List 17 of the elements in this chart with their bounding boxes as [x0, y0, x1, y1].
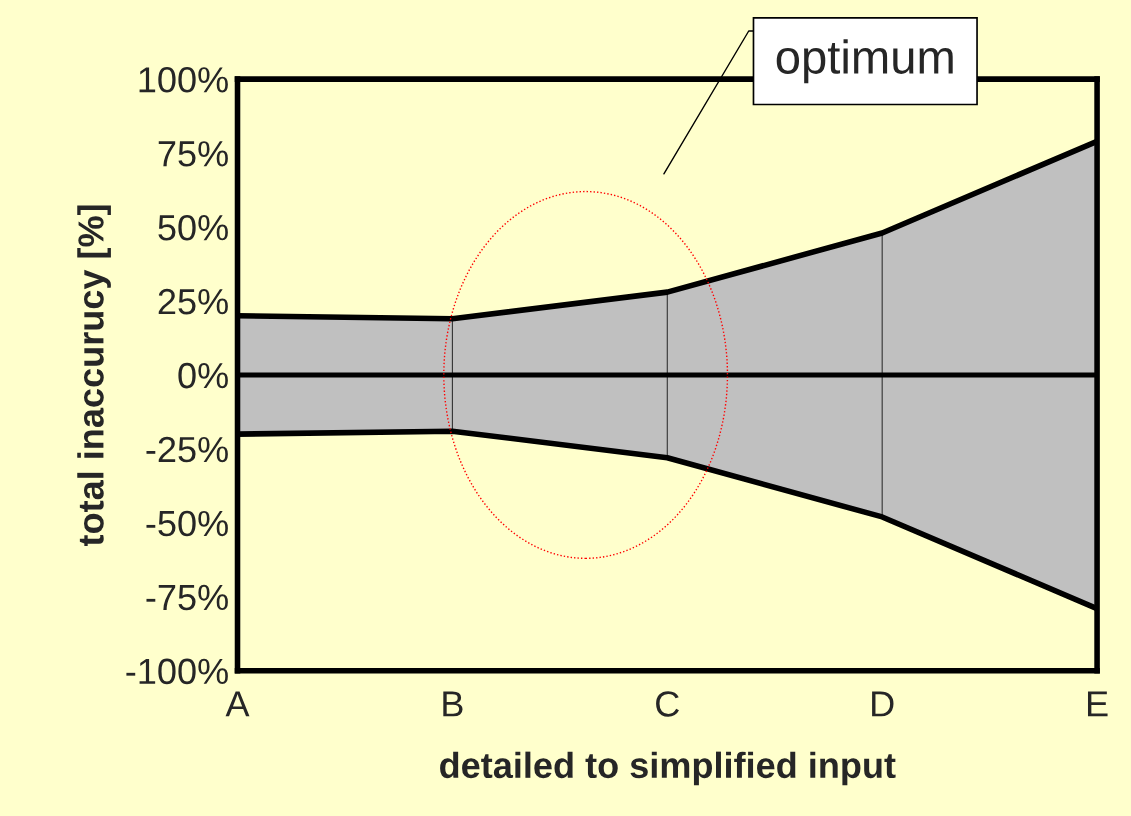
x-tick-label: C — [656, 691, 679, 717]
x-tick-label: E — [1087, 691, 1108, 717]
y-tick-label: -100% — [126, 658, 228, 685]
y-tick-label: -75% — [146, 584, 228, 611]
x-axis-title: detailed to simplified input — [440, 751, 896, 786]
x-tick-label: D — [872, 691, 894, 717]
x-tick-label: A — [225, 691, 250, 717]
y-tick-label: -50% — [146, 510, 228, 537]
y-axis-title: total inaccurucy [%] — [77, 205, 111, 547]
annotation: optimum — [776, 39, 953, 84]
y-tick-label: 0% — [178, 362, 228, 389]
y-tick-label: 100% — [139, 67, 228, 93]
x-tick-label: B — [443, 691, 463, 717]
y-tick-label: -25% — [146, 436, 228, 463]
y-tick-label: 50% — [158, 214, 228, 241]
y-tick-label: 25% — [158, 288, 228, 315]
y-tick-label: 75% — [158, 141, 228, 167]
